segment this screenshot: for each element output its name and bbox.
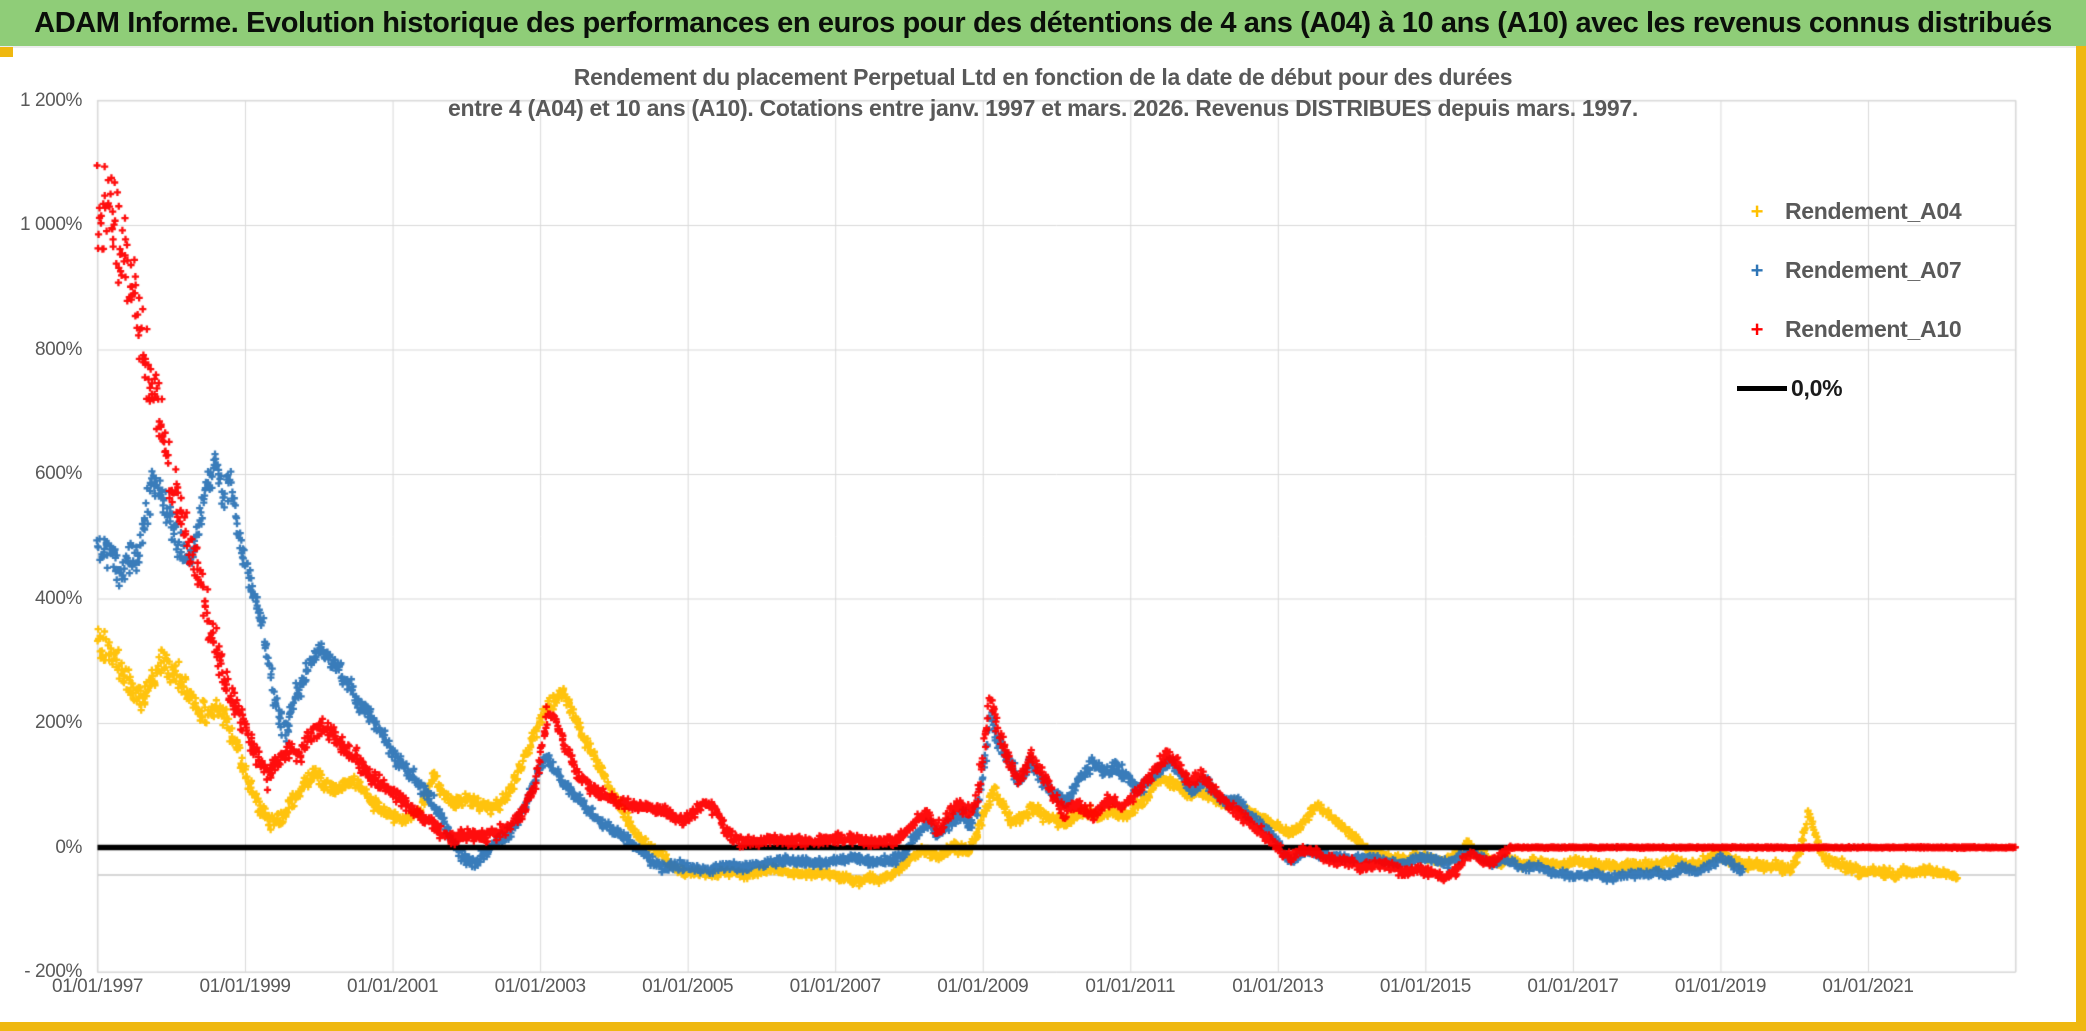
legend-label: Rendement_A10 bbox=[1785, 316, 1962, 342]
x-axis-tick-label: 01/01/1999 bbox=[199, 976, 291, 997]
legend-label: Rendement_A07 bbox=[1785, 257, 1962, 283]
banner-title: ADAM Informe. Evolution historique des p… bbox=[34, 6, 2052, 39]
banner-divider bbox=[0, 46, 2086, 48]
legend-label: Rendement_A04 bbox=[1785, 198, 1962, 224]
legend: + Rendement_A04 + Rendement_A07 + Rendem… bbox=[1737, 182, 1962, 418]
y-axis-tick-label: 1 000% bbox=[19, 214, 82, 235]
x-axis-tick-label: 01/01/2019 bbox=[1674, 976, 1766, 997]
x-axis-tick-label: 01/01/2021 bbox=[1822, 976, 1914, 997]
chart-title-line-2: entre 4 (A04) et 10 ans (A10). Cotations… bbox=[448, 95, 1638, 121]
plus-marker-icon: + bbox=[1750, 198, 1764, 224]
y-axis-tick-label: 1 200% bbox=[19, 89, 82, 111]
x-axis-tick-label: 01/01/2007 bbox=[789, 976, 881, 997]
plus-marker-icon: + bbox=[1750, 316, 1764, 342]
y-axis-tick-label: 200% bbox=[35, 712, 82, 733]
legend-item-rendement-a07[interactable]: + Rendement_A07 bbox=[1737, 241, 1962, 300]
legend-item-rendement-a04[interactable]: + Rendement_A04 bbox=[1737, 182, 1962, 241]
y-axis-tick-label: 600% bbox=[35, 463, 82, 484]
gold-accent-bottom bbox=[0, 1022, 2086, 1031]
y-axis-tick-label: 800% bbox=[35, 338, 82, 360]
x-axis-tick-label: 01/01/2011 bbox=[1085, 976, 1176, 997]
x-axis-tick-label: 01/01/2009 bbox=[937, 976, 1029, 997]
chart-title: Rendement du placement Perpetual Ltd en … bbox=[0, 62, 2086, 124]
legend-item-zero-line[interactable]: 0,0% bbox=[1737, 359, 1961, 418]
gold-accent-right bbox=[2076, 46, 2086, 1031]
gold-accent-left bbox=[0, 47, 13, 57]
x-axis-tick-label: 01/01/2005 bbox=[642, 976, 734, 997]
x-axis-tick-label: 01/01/2013 bbox=[1232, 976, 1324, 997]
plus-marker-icon: + bbox=[1750, 257, 1764, 283]
legend-item-rendement-a10[interactable]: + Rendement_A10 bbox=[1737, 300, 1962, 359]
y-axis-tick-label: - 200% bbox=[24, 961, 82, 982]
x-axis-tick-label: 01/01/2015 bbox=[1379, 976, 1471, 997]
zero-line-icon bbox=[1737, 386, 1787, 391]
x-axis-tick-label: 01/01/1997 bbox=[51, 976, 144, 997]
chart-title-line-1: Rendement du placement Perpetual Ltd en … bbox=[573, 64, 1513, 90]
banner: ADAM Informe. Evolution historique des p… bbox=[0, 0, 2086, 46]
x-axis-tick-label: 01/01/2017 bbox=[1527, 976, 1619, 997]
x-axis-tick-label: 01/01/2003 bbox=[494, 976, 586, 997]
x-axis-tick-label: 01/01/2001 bbox=[347, 976, 439, 997]
y-axis-tick-label: 400% bbox=[35, 587, 82, 609]
legend-label: 0,0% bbox=[1791, 375, 1843, 401]
y-axis-tick-label: 0% bbox=[55, 836, 82, 858]
